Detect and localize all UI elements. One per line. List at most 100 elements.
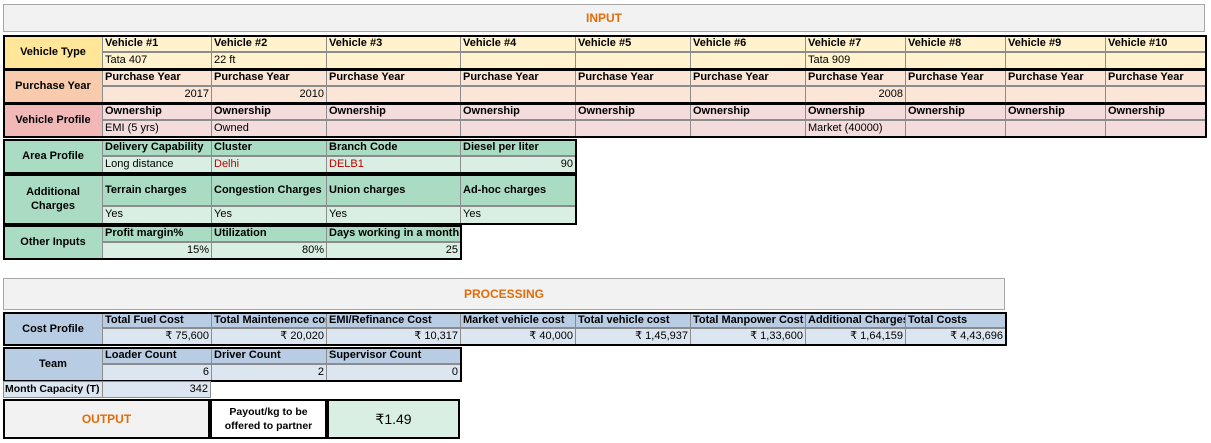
purchase-year-value-9[interactable]: [1005, 86, 1106, 103]
area-profile-header-3: Branch Code: [326, 139, 461, 156]
payout-value[interactable]: ₹1.49: [327, 399, 460, 439]
vehicle-profile-header-4: Ownership: [460, 103, 576, 120]
vehicle-profile-header-5: Ownership: [575, 103, 691, 120]
area-profile-value-3[interactable]: DELB1: [326, 156, 461, 173]
purchase-year-value-10[interactable]: [1105, 86, 1206, 103]
vehicle-type-value-7[interactable]: Tata 909: [805, 52, 906, 69]
area-profile-value-1[interactable]: Long distance: [102, 156, 212, 173]
vehicle-profile-value-4[interactable]: [460, 120, 576, 137]
cost-profile-value-5[interactable]: ₹ 1,45,937: [575, 328, 691, 345]
area-profile-label: Area Profile: [3, 139, 103, 173]
month-capacity-label: Month Capacity (T): [3, 381, 103, 398]
vehicle-profile-value-1[interactable]: EMI (5 yrs): [102, 120, 212, 137]
purchase-year-header-2: Purchase Year: [211, 69, 327, 86]
vehicle-profile-value-7[interactable]: Market (40000): [805, 120, 906, 137]
vehicle-profile-value-10[interactable]: [1105, 120, 1206, 137]
area-profile-value-4[interactable]: 90: [460, 156, 576, 173]
purchase-year-value-3[interactable]: [326, 86, 461, 103]
purchase-year-value-8[interactable]: [905, 86, 1006, 103]
vehicle-type-header-3: Vehicle #3: [326, 35, 461, 52]
vehicle-type-value-2[interactable]: 22 ft: [211, 52, 327, 69]
vehicle-type-value-5[interactable]: [575, 52, 691, 69]
area-profile-header-4: Diesel per liter: [460, 139, 576, 156]
vehicle-profile-value-8[interactable]: [905, 120, 1006, 137]
team-value-3[interactable]: 0: [326, 364, 461, 381]
purchase-year-header-10: Purchase Year: [1105, 69, 1206, 86]
area-profile-value-2[interactable]: Delhi: [211, 156, 327, 173]
cost-profile-value-6[interactable]: ₹ 1,33,600: [690, 328, 806, 345]
team-value-1[interactable]: 6: [102, 364, 212, 381]
team-header-2: Driver Count: [211, 347, 327, 364]
vehicle-profile-header-8: Ownership: [905, 103, 1006, 120]
vehicle-profile-value-6[interactable]: [690, 120, 806, 137]
cost-profile-header-8: Total Costs: [905, 312, 1006, 328]
vehicle-type-header-4: Vehicle #4: [460, 35, 576, 52]
purchase-year-header-1: Purchase Year: [102, 69, 212, 86]
area-profile-header-1: Delivery Capability: [102, 139, 212, 156]
other-inputs-value-3[interactable]: 25: [326, 242, 461, 259]
additional-charges-value-3[interactable]: Yes: [326, 206, 461, 224]
purchase-year-header-5: Purchase Year: [575, 69, 691, 86]
vehicle-type-header-2: Vehicle #2: [211, 35, 327, 52]
additional-charges-value-1[interactable]: Yes: [102, 206, 212, 224]
vehicle-type-header-5: Vehicle #5: [575, 35, 691, 52]
vehicle-profile-header-3: Ownership: [326, 103, 461, 120]
vehicle-type-value-6[interactable]: [690, 52, 806, 69]
month-capacity-value[interactable]: 342: [102, 381, 211, 398]
purchase-year-header-4: Purchase Year: [460, 69, 576, 86]
purchase-year-value-1[interactable]: 2017: [102, 86, 212, 103]
area-profile-header-2: Cluster: [211, 139, 327, 156]
cost-profile-value-3[interactable]: ₹ 10,317: [326, 328, 461, 345]
cost-profile-value-4[interactable]: ₹ 40,000: [460, 328, 576, 345]
cost-profile-header-7: Additional Charges: [805, 312, 906, 328]
vehicle-profile-value-9[interactable]: [1005, 120, 1106, 137]
purchase-year-header-8: Purchase Year: [905, 69, 1006, 86]
purchase-year-value-2[interactable]: 2010: [211, 86, 327, 103]
vehicle-profile-value-2[interactable]: Owned: [211, 120, 327, 137]
vehicle-profile-header-2: Ownership: [211, 103, 327, 120]
additional-charges-value-4[interactable]: Yes: [460, 206, 576, 224]
purchase-year-header-9: Purchase Year: [1005, 69, 1106, 86]
vehicle-type-header-6: Vehicle #6: [690, 35, 806, 52]
cost-profile-value-2[interactable]: ₹ 20,020: [211, 328, 327, 345]
other-inputs-value-1[interactable]: 15%: [102, 242, 212, 259]
vehicle-type-header-9: Vehicle #9: [1005, 35, 1106, 52]
team-value-2[interactable]: 2: [211, 364, 327, 381]
vehicle-type-value-10[interactable]: [1105, 52, 1206, 69]
team-header-1: Loader Count: [102, 347, 212, 364]
purchase-year-value-5[interactable]: [575, 86, 691, 103]
vehicle-type-value-9[interactable]: [1005, 52, 1106, 69]
additional-charges-header-3: Union charges: [326, 174, 461, 206]
vehicle-profile-header-10: Ownership: [1105, 103, 1206, 120]
vehicle-profile-header-1: Ownership: [102, 103, 212, 120]
other-inputs-header-3: Days working in a month: [326, 225, 461, 242]
purchase-year-label: Purchase Year: [3, 69, 103, 103]
additional-charges-header-4: Ad-hoc charges: [460, 174, 576, 206]
purchase-year-value-7[interactable]: 2008: [805, 86, 906, 103]
vehicle-type-value-4[interactable]: [460, 52, 576, 69]
input-section-title: INPUT: [3, 4, 1205, 32]
purchase-year-header-6: Purchase Year: [690, 69, 806, 86]
purchase-year-value-4[interactable]: [460, 86, 576, 103]
cost-profile-value-7[interactable]: ₹ 1,64,159: [805, 328, 906, 345]
vehicle-profile-header-7: Ownership: [805, 103, 906, 120]
purchase-year-header-3: Purchase Year: [326, 69, 461, 86]
vehicle-type-value-8[interactable]: [905, 52, 1006, 69]
vehicle-profile-value-3[interactable]: [326, 120, 461, 137]
cost-profile-value-1[interactable]: ₹ 75,600: [102, 328, 212, 345]
vehicle-type-label: Vehicle Type: [3, 35, 103, 69]
cost-profile-value-8[interactable]: ₹ 4,43,696: [905, 328, 1006, 345]
cost-profile-header-6: Total Manpower Cost: [690, 312, 806, 328]
vehicle-type-value-3[interactable]: [326, 52, 461, 69]
vehicle-type-value-1[interactable]: Tata 407: [102, 52, 212, 69]
input-title: INPUT: [586, 11, 622, 25]
purchase-year-value-6[interactable]: [690, 86, 806, 103]
other-inputs-value-2[interactable]: 80%: [211, 242, 327, 259]
cost-profile-header-3: EMI/Refinance Cost: [326, 312, 461, 328]
payout-label: Payout/kg to be offered to partner: [210, 399, 327, 439]
additional-charges-value-2[interactable]: Yes: [211, 206, 327, 224]
purchase-year-header-7: Purchase Year: [805, 69, 906, 86]
processing-section-title: PROCESSING: [3, 278, 1005, 310]
payout-value-text: ₹1.49: [375, 411, 412, 427]
vehicle-profile-value-5[interactable]: [575, 120, 691, 137]
